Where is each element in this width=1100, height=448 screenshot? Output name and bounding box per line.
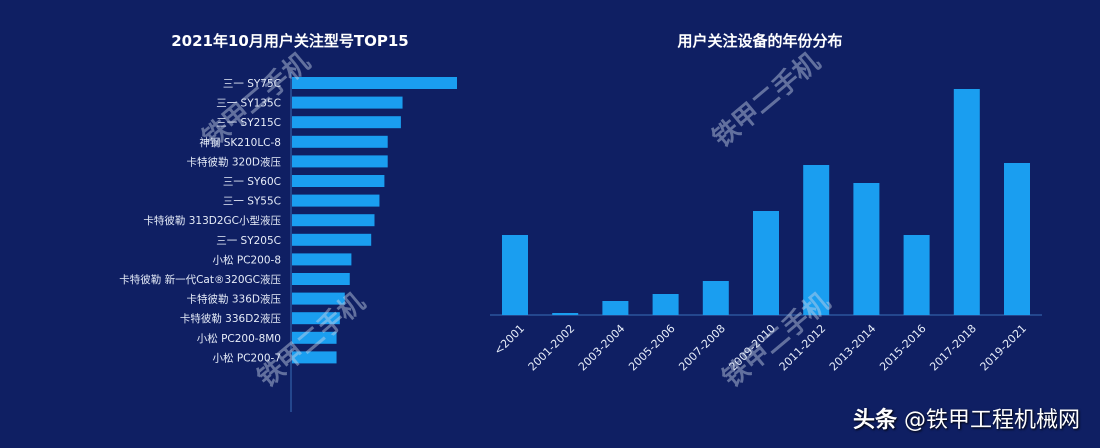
category-label: 三一 SY60C (223, 176, 281, 188)
category-label: 2011-2012 (777, 322, 829, 374)
category-label: 2013-2014 (827, 322, 879, 374)
category-label: 三一 SY135C (216, 98, 281, 110)
bar (602, 301, 629, 315)
bar (292, 214, 375, 227)
category-label: 小松 PC200-8M0 (197, 332, 281, 345)
bar (292, 253, 352, 266)
bar (292, 116, 401, 129)
category-label: 2009-2010 (727, 322, 779, 374)
bar (292, 77, 457, 89)
category-label: 卡特彼勒 336D2液压 (180, 312, 282, 325)
bar (552, 313, 579, 315)
bar (803, 165, 830, 315)
footer-attribution: 头条 @铁甲工程机械网 (853, 402, 1080, 434)
bar (903, 235, 930, 315)
category-label: 小松 PC200-7 (212, 351, 281, 364)
category-label: 2019-2021 (978, 322, 1030, 374)
footer-account: @铁甲工程机械网 (903, 408, 1080, 433)
category-label: 卡特彼勒 320D液压 (187, 155, 282, 168)
bar (292, 155, 388, 168)
bar (292, 312, 340, 325)
footer-brand: 头条 (852, 408, 897, 433)
chart-title-year-distribution: 用户关注设备的年份分布 (677, 32, 843, 50)
category-label: 卡特彼勒 336D液压 (187, 293, 282, 306)
bar (292, 292, 345, 305)
bar (753, 211, 779, 315)
bar (702, 281, 729, 315)
bar (292, 96, 403, 109)
category-label: 2001-2002 (526, 322, 578, 374)
category-label: 2007-2008 (676, 322, 728, 374)
bar (292, 135, 388, 148)
chart-title-top15: 2021年10月用户关注型号TOP15 (171, 32, 409, 50)
bar (652, 294, 679, 315)
bar (292, 273, 350, 285)
category-label: 2005-2006 (626, 322, 678, 374)
bar (292, 194, 380, 207)
bar (292, 233, 372, 246)
category-label: 2015-2016 (877, 322, 929, 374)
category-label: 2003-2004 (576, 322, 628, 374)
category-label: 卡特彼勒 313D2GC小型液压 (143, 214, 281, 227)
bar (292, 175, 385, 187)
category-label: 三一 SY215C (216, 117, 281, 129)
category-label: 卡特彼勒 新一代Cat®320GC液压 (119, 273, 281, 286)
bar (292, 351, 337, 364)
category-label: 三一 SY55C (223, 196, 281, 208)
bar (853, 183, 880, 315)
category-label: 2017-2018 (927, 322, 979, 374)
bar (953, 89, 980, 315)
category-label: 小松 PC200-8 (212, 253, 281, 266)
category-label: 神钢 SK210LC-8 (199, 136, 281, 149)
bar (502, 235, 528, 315)
bar (1004, 163, 1030, 315)
category-label: 三一 SY205C (216, 235, 281, 247)
category-label: <2001 (492, 322, 528, 358)
bar (292, 331, 337, 344)
category-label: 三一 SY75C (223, 78, 281, 90)
